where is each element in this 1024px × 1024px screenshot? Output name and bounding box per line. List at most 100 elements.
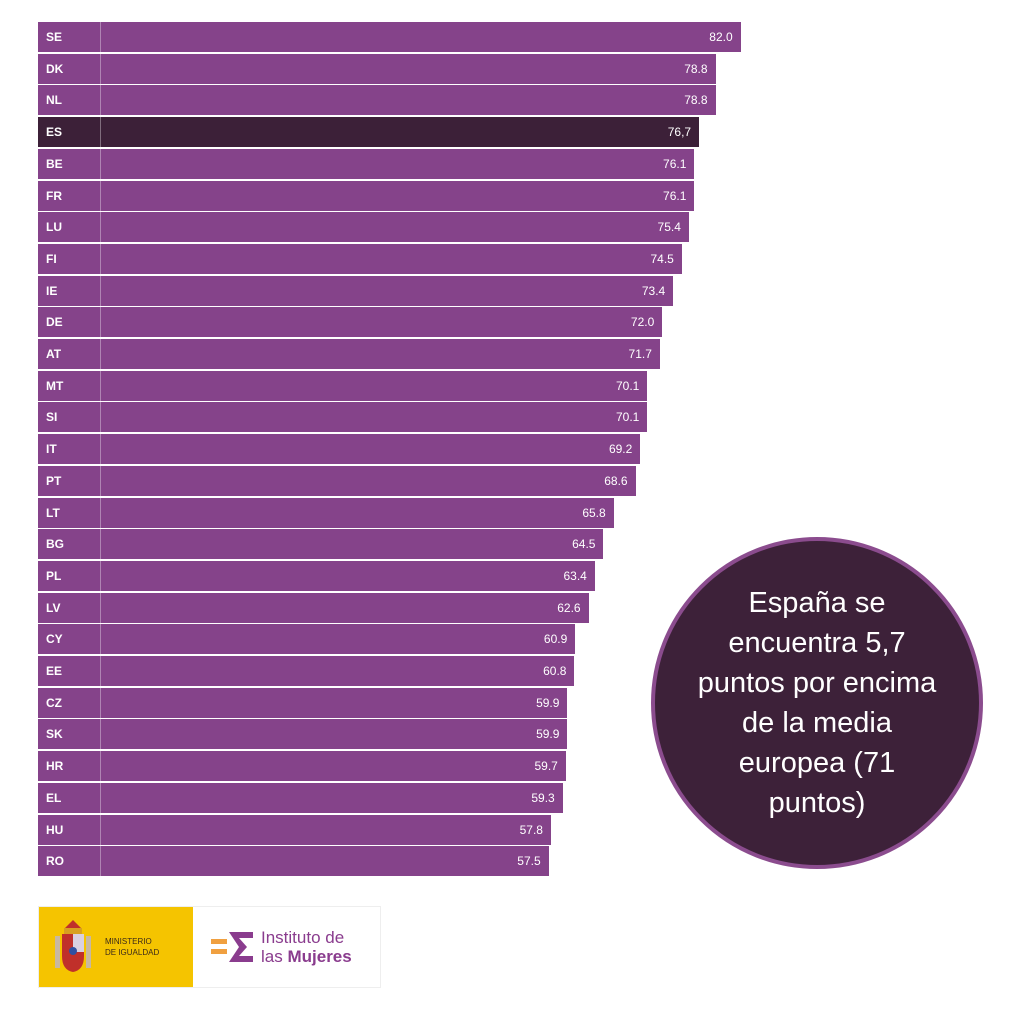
value-label: 76.1 (663, 188, 687, 203)
value-label: 57.8 (519, 822, 543, 837)
value-label: 76.1 (663, 156, 687, 171)
bar-bg: BG 64.5 (38, 529, 604, 560)
country-label: MT (46, 378, 64, 393)
bar-cy: CY 60.9 (38, 624, 576, 655)
ministry-line2: DE IGUALDAD (105, 948, 160, 957)
bar-separator (100, 529, 101, 560)
country-label: IE (46, 283, 58, 298)
bar-lv: LV 62.6 (38, 592, 589, 623)
bar-separator (100, 307, 101, 338)
bar-separator (100, 180, 101, 211)
bar-separator (100, 339, 101, 369)
value-label: 72.0 (630, 315, 655, 330)
value-label: 82.0 (709, 30, 733, 44)
country-label: SE (46, 30, 63, 44)
institute-line2a: las (261, 947, 288, 966)
bar-separator (100, 22, 101, 52)
bar-at: AT 71.7 (38, 339, 660, 369)
country-label: SI (46, 410, 58, 425)
country-label: HU (46, 822, 64, 837)
country-label: EL (46, 790, 62, 805)
bar-separator (100, 719, 101, 750)
value-label: 59.9 (536, 727, 560, 742)
country-label: BE (46, 156, 63, 171)
value-label: 63.4 (563, 568, 587, 583)
country-label: NL (46, 93, 62, 108)
bar-separator (100, 85, 101, 116)
value-label: 73.4 (641, 283, 666, 298)
value-label: 69.2 (608, 442, 633, 457)
ministry-logo: MINISTERIO DE IGUALDAD (39, 907, 193, 987)
bar-dk: DK 78.8 (38, 53, 716, 84)
value-label: 65.8 (582, 505, 606, 520)
bar-se: SE 82.0 (38, 22, 741, 52)
bar-separator (100, 465, 101, 496)
bar-fi: FI 74.5 (38, 243, 682, 274)
bar-pl: PL 63.4 (38, 560, 595, 591)
country-label: DK (46, 61, 64, 76)
bar-it: IT 69.2 (38, 434, 641, 465)
coat-of-arms-icon (55, 920, 91, 972)
country-label: LT (46, 505, 60, 520)
bar-separator (100, 370, 101, 401)
country-label: CZ (46, 695, 62, 710)
bar-separator (100, 624, 101, 655)
value-label: 71.7 (628, 347, 652, 361)
logos-footer: MINISTERIO DE IGUALDAD Instituto de las … (38, 906, 381, 988)
bar-separator (100, 751, 101, 782)
value-label: 75.4 (657, 220, 681, 235)
value-label: 78.8 (684, 93, 708, 108)
value-label: 59.9 (536, 695, 560, 710)
callout-circle: España se encuentra 5,7 puntos por encim… (651, 537, 983, 869)
bar-nl: NL 78.8 (38, 85, 716, 116)
institute-line2b: Mujeres (287, 947, 352, 966)
bar-ro: RO 57.5 (38, 846, 549, 877)
ministry-line1: MINISTERIO (105, 937, 152, 946)
country-label: SK (46, 727, 63, 742)
bar-ee: EE 60.8 (38, 656, 575, 686)
country-label: FR (46, 188, 62, 203)
value-label: 76,7 (667, 125, 692, 140)
country-label: LV (46, 600, 61, 615)
country-label: EE (46, 664, 63, 678)
bar-fr: FR 76.1 (38, 180, 695, 211)
bar-separator (100, 212, 101, 243)
bar-el: EL 59.3 (38, 782, 563, 813)
country-label: AT (46, 347, 62, 361)
value-label: 57.5 (517, 854, 541, 869)
bar-de: DE 72.0 (38, 307, 663, 338)
bar-es: ES 76,7 (38, 117, 700, 148)
bar-separator (100, 814, 101, 845)
value-label: 68.6 (604, 473, 628, 488)
bar-be: BE 76.1 (38, 148, 695, 179)
bar-separator (100, 497, 101, 528)
callout-text: España se encuentra 5,7 puntos por encim… (697, 587, 937, 819)
bar-mt: MT 70.1 (38, 370, 648, 401)
bar-separator (100, 782, 101, 813)
bar-pt: PT 68.6 (38, 465, 636, 496)
bar-hr: HR 59.7 (38, 751, 566, 782)
value-label: 59.3 (531, 790, 555, 805)
value-label: 64.5 (572, 537, 596, 552)
country-label: FI (46, 251, 57, 266)
country-label: BG (46, 537, 64, 552)
bar-separator (100, 275, 101, 306)
bar-separator (100, 243, 101, 274)
value-label: 60.9 (543, 632, 568, 647)
bar-separator (100, 402, 101, 433)
bar-separator (100, 656, 101, 686)
bar-separator (100, 117, 101, 148)
country-label: HR (46, 759, 64, 774)
bar-lu: LU 75.4 (38, 212, 689, 243)
bar-separator (100, 434, 101, 465)
bar-separator (100, 53, 101, 84)
bar-si: SI 70.1 (38, 402, 648, 433)
value-label: 78.8 (684, 61, 708, 76)
value-label: 62.6 (557, 600, 581, 615)
value-label: 74.5 (650, 251, 674, 266)
sigma-icon (211, 932, 253, 962)
country-label: ES (46, 125, 63, 140)
institute-logo: Instituto de las Mujeres (193, 907, 380, 987)
country-label: PL (46, 568, 62, 583)
country-label: CY (46, 632, 63, 647)
